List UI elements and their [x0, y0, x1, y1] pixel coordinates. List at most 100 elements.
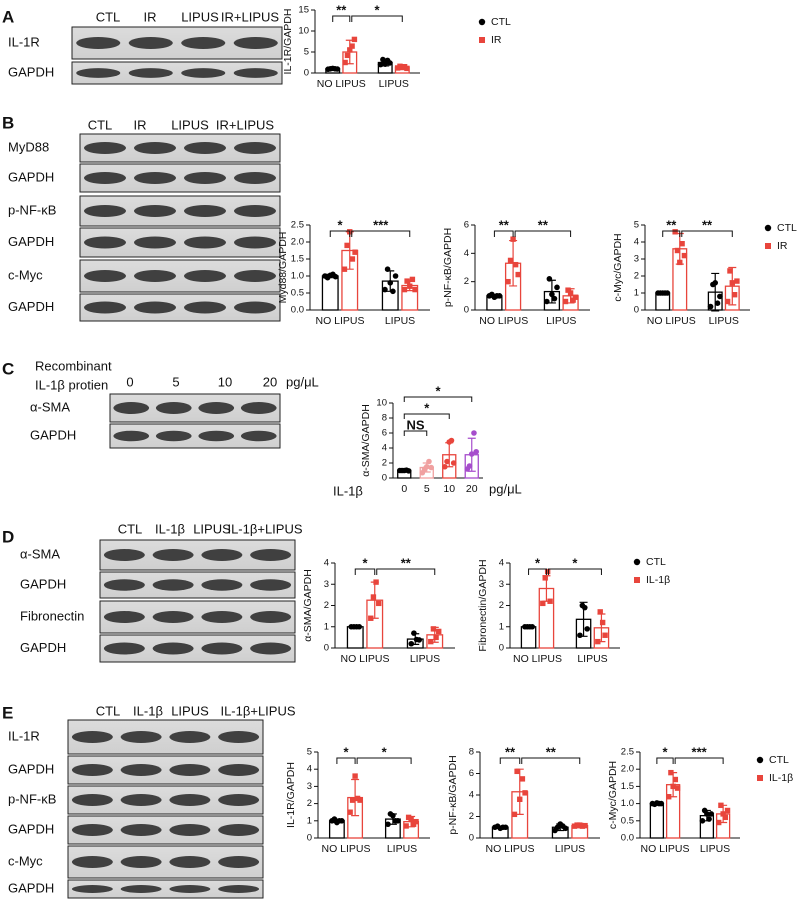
sig-bracket — [528, 568, 547, 575]
lane-label: LIPUS — [193, 521, 231, 536]
error-bar — [398, 64, 407, 70]
data-point — [681, 252, 688, 259]
y-tick-label: 0 — [464, 305, 469, 316]
data-point — [519, 776, 526, 782]
data-point — [679, 241, 685, 247]
data-point — [412, 286, 418, 293]
y-tick-label: 5 — [304, 47, 309, 58]
blot-band — [152, 549, 194, 561]
y-tick-label: 8 — [382, 413, 387, 424]
data-point — [581, 604, 588, 611]
data-point — [716, 819, 722, 826]
sig-label: ** — [666, 217, 677, 232]
blot-band — [152, 579, 194, 591]
y-axis-label: IL-1R/GAPDH — [285, 762, 297, 828]
row-label: GAPDH — [8, 64, 54, 79]
data-point — [466, 463, 473, 469]
x-tick-label: LIPUS — [546, 315, 576, 327]
row-label: GAPDH — [20, 640, 66, 655]
blot-band — [84, 270, 126, 282]
y-tick-label: 0 — [304, 68, 309, 79]
blot-band — [120, 856, 162, 868]
data-point — [708, 811, 715, 817]
error-bar — [332, 818, 341, 824]
y-tick-label: 4 — [469, 790, 474, 801]
bar — [649, 802, 665, 839]
blot-band — [113, 430, 150, 442]
data-point — [433, 634, 439, 641]
x-tick-label: LIPUS — [410, 653, 440, 665]
data-point — [724, 807, 731, 814]
panel-letter: C — [2, 359, 14, 378]
data-point — [570, 297, 576, 303]
y-tick-label: 1 — [499, 621, 504, 632]
blot-band — [234, 142, 276, 154]
y-axis-label: α-SMA/GAPDH — [360, 404, 372, 477]
sig-bracket — [499, 757, 521, 764]
sig-label: ** — [401, 555, 412, 570]
x-tick-label: NO LIPUS — [321, 843, 370, 855]
error-bar — [422, 462, 431, 473]
data-point — [554, 284, 560, 291]
row-label: IL-1R — [8, 34, 40, 49]
x-tick-label: 10 — [443, 483, 455, 495]
error-bar — [496, 825, 505, 829]
row-label: GAPDH — [20, 576, 66, 591]
blot-band — [113, 402, 150, 414]
y-tick-label: 3 — [307, 781, 312, 792]
data-point — [352, 773, 358, 779]
legend-marker — [765, 243, 771, 249]
y-tick-label: 0 — [324, 643, 329, 654]
sig-label: * — [424, 400, 430, 415]
row-label: α-SMA — [20, 546, 60, 561]
error-bar — [411, 633, 420, 645]
legend-label: CTL — [777, 222, 797, 234]
sig-label: NS — [406, 417, 424, 432]
blot-band — [184, 142, 226, 154]
error-bar — [345, 39, 354, 65]
sig-bracket — [403, 430, 428, 436]
blot-band — [201, 642, 243, 655]
panel-letter: B — [2, 113, 14, 132]
y-tick-label: 0 — [634, 305, 639, 316]
panel-letter: E — [2, 703, 13, 722]
legend-marker — [756, 756, 764, 764]
blot-band — [155, 430, 192, 442]
blot-band — [134, 172, 176, 184]
y-axis-label: Myd88/GAPDH — [277, 232, 289, 304]
x-tick-label: NO LIPUS — [317, 78, 366, 90]
sig-bracket — [354, 568, 376, 575]
sig-bracket — [336, 757, 356, 764]
lane-label: IR — [144, 9, 157, 24]
blot-band — [71, 764, 113, 776]
data-point — [714, 300, 721, 307]
legend-label: CTL — [769, 754, 789, 766]
blot-band — [250, 611, 292, 623]
blot-band — [169, 731, 211, 743]
x-tick-label: LIPUS — [387, 843, 417, 855]
data-point — [542, 575, 548, 581]
data-point — [674, 785, 681, 791]
data-point — [392, 273, 399, 279]
error-bar — [547, 279, 556, 304]
data-point — [428, 464, 434, 471]
y-tick-label: 2.5 — [291, 220, 304, 231]
blot-band — [84, 172, 126, 184]
data-point — [727, 268, 733, 274]
y-tick-label: 4 — [307, 764, 312, 775]
legend-marker — [634, 577, 640, 583]
data-point — [370, 594, 377, 600]
data-point — [505, 278, 511, 285]
sig-label: * — [572, 555, 578, 570]
data-point — [572, 294, 579, 300]
y-tick-label: 2 — [464, 276, 469, 287]
lane-label: CTL — [88, 117, 113, 132]
y-tick-label: 3 — [499, 579, 504, 590]
row-label: GAPDH — [8, 880, 54, 895]
row-label: p-NF-κB — [8, 202, 56, 217]
blot-band — [134, 142, 176, 154]
data-point — [351, 36, 358, 43]
lane-label: 20 — [263, 374, 277, 389]
y-tick-label: 2.5 — [621, 747, 634, 758]
blot-band — [233, 37, 278, 49]
